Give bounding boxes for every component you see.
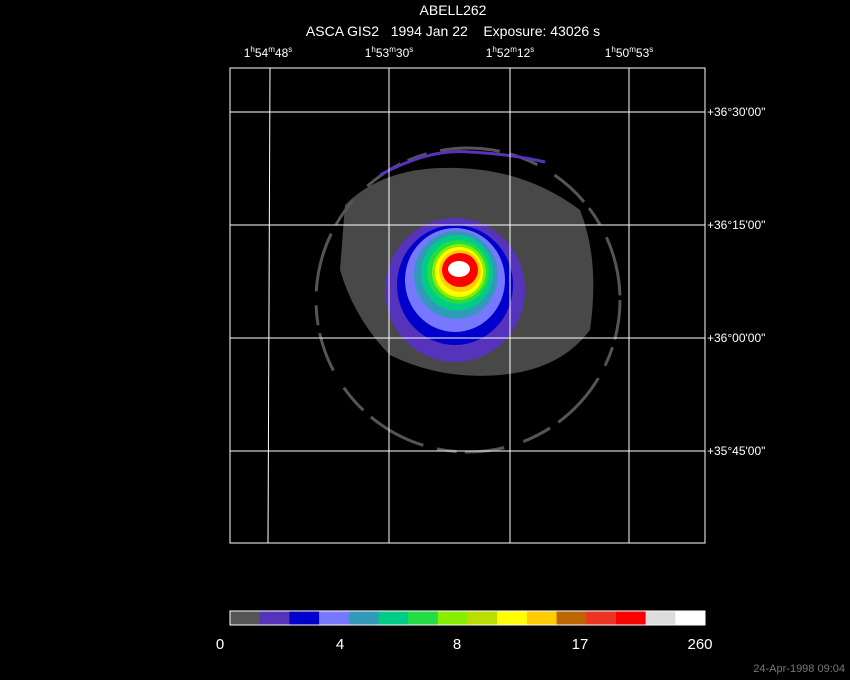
ra-unit: s xyxy=(530,45,534,54)
ra-grid-line xyxy=(267,67,271,544)
colorbar-swatch xyxy=(348,611,379,625)
colorbar-swatch xyxy=(319,611,350,625)
ra-value: 1 xyxy=(605,46,612,60)
ra-value: 30 xyxy=(396,46,410,60)
ra-value: 50 xyxy=(616,46,630,60)
image xyxy=(314,146,622,454)
colorbar-frame xyxy=(229,610,706,626)
ra-value: 1 xyxy=(244,46,251,60)
colorbar-swatch xyxy=(259,611,290,625)
colorbar-swatch xyxy=(437,611,468,625)
ra-label: 1h52m12s xyxy=(486,45,535,60)
dec-label: +36°00'00" xyxy=(707,331,765,345)
ra-label: 1h54m48s xyxy=(244,45,293,60)
frame xyxy=(229,67,706,544)
colorbar-swatch xyxy=(467,611,498,625)
ra-unit: s xyxy=(409,45,413,54)
ra-label: 1h50m53s xyxy=(605,45,654,60)
colorbar-label: 4 xyxy=(336,636,344,653)
ra-value: 53 xyxy=(636,46,650,60)
colorbar-swatch xyxy=(526,611,558,625)
ra-unit: h xyxy=(492,45,496,54)
colorbar-swatch xyxy=(556,611,587,625)
colorbar-swatch xyxy=(675,611,706,625)
colorbar-swatch xyxy=(408,611,439,625)
ra-label: 1h53m30s xyxy=(365,45,414,60)
ra-unit: h xyxy=(371,45,375,54)
ra-unit: h xyxy=(250,45,254,54)
ra-unit: m xyxy=(510,45,517,54)
coordinate-grid xyxy=(229,67,706,544)
colorbar-swatch xyxy=(615,611,647,625)
ra-value: 1 xyxy=(486,46,493,60)
ra-value: 53 xyxy=(376,46,390,60)
colorbar-swatch xyxy=(289,611,320,625)
dec-label: +36°30'00" xyxy=(707,105,765,119)
ra-value: 52 xyxy=(497,46,511,60)
subtitle: ASCA GIS2 1994 Jan 22 Exposure: 43026 s xyxy=(306,23,600,39)
ra-unit: s xyxy=(288,45,292,54)
colorbar-label: 17 xyxy=(572,636,589,653)
ra-value: 12 xyxy=(517,46,531,60)
ring-rim xyxy=(379,150,546,177)
timestamp: 24-Apr-1998 09:04 xyxy=(753,663,845,675)
ra-value: 54 xyxy=(255,46,269,60)
ra-unit: m xyxy=(629,45,636,54)
ra-unit: m xyxy=(268,45,275,54)
dec-label: +35°45'00" xyxy=(707,444,765,458)
ra-unit: m xyxy=(389,45,396,54)
colorbar-swatch xyxy=(497,611,528,625)
colorbar-swatch xyxy=(645,611,676,625)
colorbar-swatch xyxy=(378,611,409,625)
colorbar-swatch xyxy=(230,611,261,625)
ra-unit: s xyxy=(649,45,653,54)
colorbar-swatch xyxy=(586,611,617,625)
ra-unit: h xyxy=(611,45,615,54)
ra-value: 1 xyxy=(365,46,372,60)
outer-ring xyxy=(314,146,622,454)
peak xyxy=(448,261,470,277)
colorbar-label: 8 xyxy=(453,636,461,653)
ra-value: 48 xyxy=(275,46,289,60)
title: ABELL262 xyxy=(420,2,487,18)
colorbar-label: 260 xyxy=(687,636,712,653)
dec-label: +36°15'00" xyxy=(707,218,765,232)
colorbar-label: 0 xyxy=(216,636,224,653)
